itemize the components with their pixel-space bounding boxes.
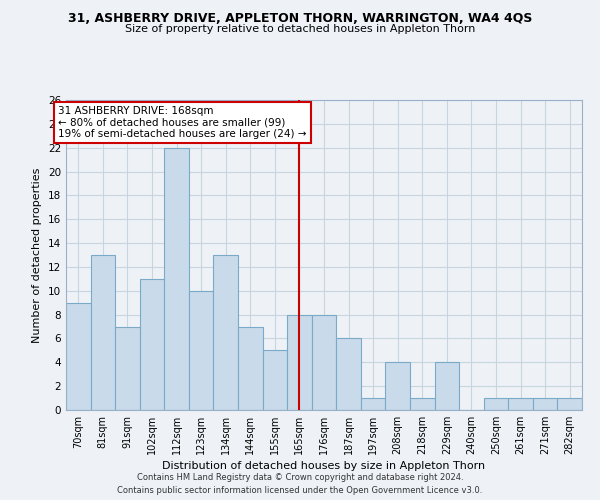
Bar (287, 314, 312, 410)
Bar (312, 314, 336, 410)
Bar (410, 398, 434, 410)
Text: 31, ASHBERRY DRIVE, APPLETON THORN, WARRINGTON, WA4 4QS: 31, ASHBERRY DRIVE, APPLETON THORN, WARR… (68, 12, 532, 26)
Bar (115, 326, 140, 410)
Bar (91, 255, 115, 410)
Text: Contains HM Land Registry data © Crown copyright and database right 2024.
Contai: Contains HM Land Registry data © Crown c… (118, 474, 482, 495)
X-axis label: Distribution of detached houses by size in Appleton Thorn: Distribution of detached houses by size … (163, 461, 485, 471)
Bar (434, 362, 459, 410)
Bar (508, 398, 533, 410)
Bar (189, 291, 214, 410)
Bar (336, 338, 361, 410)
Bar (385, 362, 410, 410)
Bar (263, 350, 287, 410)
Bar (140, 279, 164, 410)
Bar (361, 398, 385, 410)
Bar (557, 398, 582, 410)
Y-axis label: Number of detached properties: Number of detached properties (32, 168, 43, 342)
Bar (533, 398, 557, 410)
Text: 31 ASHBERRY DRIVE: 168sqm
← 80% of detached houses are smaller (99)
19% of semi-: 31 ASHBERRY DRIVE: 168sqm ← 80% of detac… (58, 106, 307, 139)
Bar (164, 148, 189, 410)
Bar (214, 255, 238, 410)
Bar (66, 302, 91, 410)
Bar (238, 326, 263, 410)
Bar (484, 398, 508, 410)
Text: Size of property relative to detached houses in Appleton Thorn: Size of property relative to detached ho… (125, 24, 475, 34)
